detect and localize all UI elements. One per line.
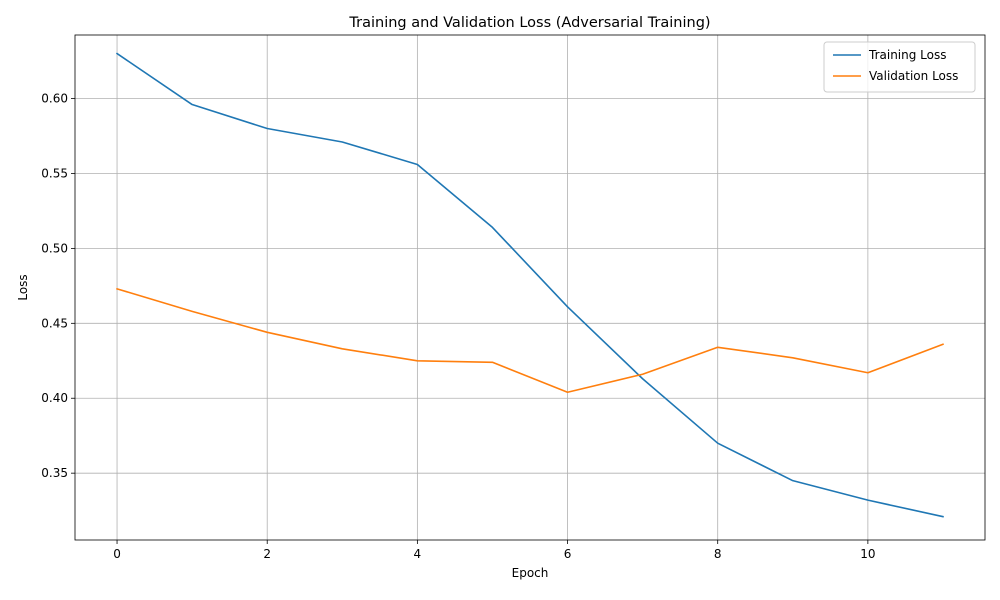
y-tick-label: 0.35 — [41, 466, 68, 480]
axes-frame — [74, 34, 986, 541]
y-tick-label: 0.50 — [41, 241, 68, 255]
chart-title: Training and Validation Loss (Adversaria… — [348, 15, 710, 31]
y-tick-label: 0.55 — [41, 166, 68, 180]
grid — [75, 35, 985, 540]
x-tick-label: 6 — [564, 547, 572, 561]
series-line-training-loss — [115, 52, 944, 518]
y-tick-label: 0.45 — [41, 316, 68, 330]
x-tick-label: 2 — [263, 547, 271, 561]
series-lines — [115, 52, 944, 518]
x-tick-label: 10 — [860, 547, 875, 561]
y-tick-label: 0.60 — [41, 92, 68, 106]
legend-label: Validation Loss — [869, 69, 958, 83]
series-line-validation-loss — [116, 287, 944, 394]
x-tick-label: 8 — [714, 547, 722, 561]
legend-label: Training Loss — [868, 48, 946, 62]
y-tick-label: 0.40 — [41, 391, 68, 405]
y-axis-label: Loss — [16, 274, 30, 300]
x-axis-label: Epoch — [512, 566, 549, 580]
x-tick-label: 0 — [113, 547, 121, 561]
ticks: 0 2 4 6 8 10 0.35 0.40 0.45 0.50 0.55 0.60 — [41, 92, 875, 561]
legend: Training Loss Validation Loss — [823, 41, 976, 93]
legend-box — [823, 41, 976, 93]
x-tick-label: 4 — [414, 547, 422, 561]
